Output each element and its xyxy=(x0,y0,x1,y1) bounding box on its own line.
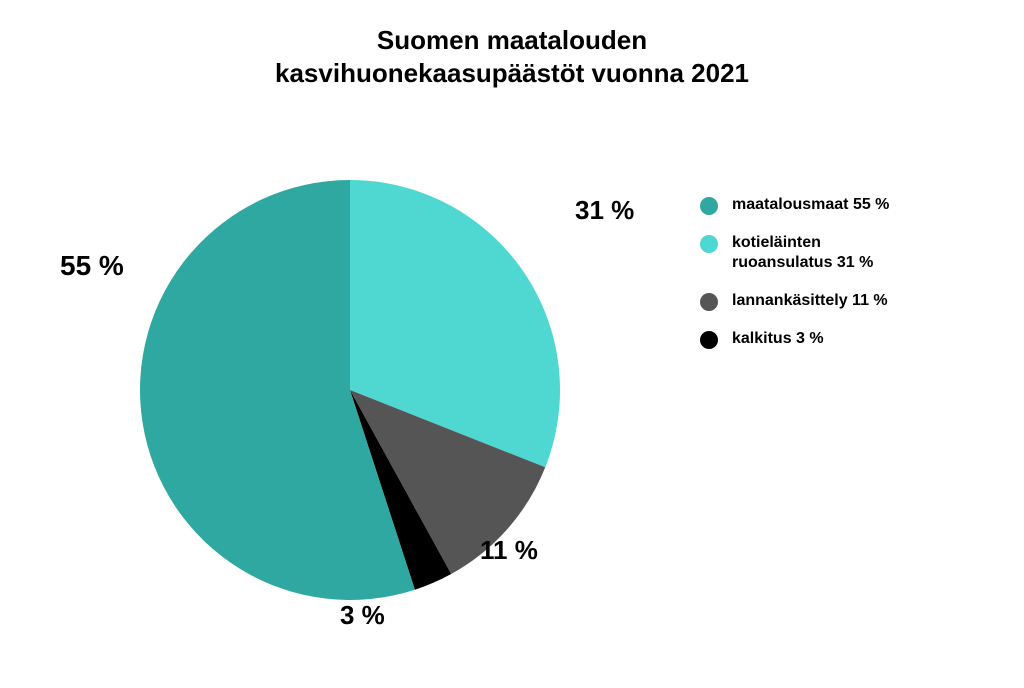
legend-label: lannankäsittely 11 % xyxy=(732,291,888,311)
slice-label: 55 % xyxy=(60,250,124,282)
legend-item: kotieläintenruoansulatus 31 % xyxy=(700,233,889,273)
legend-swatch xyxy=(700,293,718,311)
legend-swatch xyxy=(700,235,718,253)
slice-label: 31 % xyxy=(575,195,634,226)
legend-item: lannankäsittely 11 % xyxy=(700,291,889,311)
slice-label: 11 % xyxy=(480,535,538,566)
legend: maatalousmaat 55 % kotieläintenruoansulat… xyxy=(700,195,889,367)
chart-container: Suomen maatalouden kasvihuonekaasupäästö… xyxy=(0,0,1024,683)
legend-item: kalkitus 3 % xyxy=(700,329,889,349)
legend-item: maatalousmaat 55 % xyxy=(700,195,889,215)
slice-label: 3 % xyxy=(340,600,385,631)
legend-label: maatalousmaat 55 % xyxy=(732,195,889,215)
legend-label: kalkitus 3 % xyxy=(732,329,824,349)
legend-swatch xyxy=(700,331,718,349)
legend-label: kotieläintenruoansulatus 31 % xyxy=(732,233,873,273)
legend-swatch xyxy=(700,197,718,215)
